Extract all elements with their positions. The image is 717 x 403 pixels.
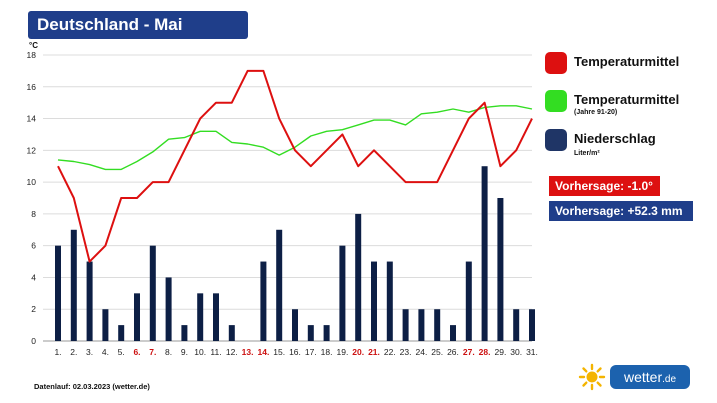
x-tick-label: 31. [526,347,538,357]
x-tick-label: 24. [415,347,427,357]
x-tick-label: 27. [463,347,475,357]
precipitation-bar [339,245,346,341]
precipitation-bar [323,325,330,341]
precipitation-bar [355,213,362,341]
x-tick-label: 8. [165,347,172,357]
precipitation-bar [149,245,156,341]
x-tick-label: 2. [70,347,77,357]
precipitation-bar [402,309,409,341]
precipitation-bar [497,198,504,341]
data-run-footer: Datenlauf: 02.03.2023 (wetter.de) [34,382,150,391]
legend-swatch-temperature-normal [545,90,567,112]
y-tick-label: 12 [27,145,37,155]
x-tick-label: 5. [118,347,125,357]
x-tick-label: 23. [400,347,412,357]
temperature-normal-line [57,105,533,171]
wetter-logo[interactable]: wetter.de [578,363,690,391]
precipitation-bar [134,293,140,341]
precipitation-bar [213,293,219,341]
sun-icon [578,363,606,391]
precipitation-bar [70,229,77,341]
x-tick-label: 3. [86,347,93,357]
y-tick-label: 18 [27,50,37,60]
precipitation-bar [55,245,61,341]
temperature-lines [57,69,533,263]
y-axis-ticks: 0 2 4 6 8 10 12 14 16 18 [27,50,37,346]
y-tick-label: 10 [27,177,37,187]
precipitation-bar [228,325,235,341]
forecast-temperature-badge: Vorhersage: -1.0° [549,176,660,196]
x-tick-label: 19. [336,347,348,357]
grid [43,54,532,342]
x-tick-label: 29. [494,347,506,357]
x-tick-label: 16. [289,347,301,357]
precipitation-bar [102,309,109,341]
legend-swatch-precipitation [545,129,567,151]
x-tick-label: 26. [447,347,459,357]
legend-sub-temperature-normal: (Jahre 91-20) [574,109,618,116]
forecast-precipitation-badge: Vorhersage: +52.3 mm [549,201,693,221]
x-tick-label: 14. [257,347,269,357]
x-tick-label: 18. [321,347,333,357]
precipitation-bar [276,229,283,341]
legend-label-temperature: Temperaturmittel [574,54,680,69]
x-tick-label: 4. [102,347,109,357]
precipitation-bar [529,309,535,341]
logo-name: wetter [623,369,663,385]
y-tick-label: 0 [31,336,36,346]
precipitation-bars [55,166,535,341]
x-tick-label: 9. [181,347,188,357]
x-tick-label: 28. [479,347,491,357]
precipitation-bar [197,293,204,341]
temperature-line [57,69,533,263]
x-tick-label: 12. [226,347,238,357]
y-tick-label: 4 [31,272,36,282]
precipitation-bar [371,261,377,341]
x-axis-ticks: 1. 2. 3. 4. 5. 6. 7. 8. 9. 10. 11. 12. 13. 14. 15. 16. 1… [54,347,537,357]
chart: 0 2 4 6 8 10 12 14 16 18 °C 1. 2. 3. 4. 5. 6. 7. 8. 9. 10.… [27,41,538,357]
chart-title: Deutschland - Mai [28,11,248,39]
legend-swatch-temperature [545,52,567,74]
precipitation-bar [450,325,456,341]
x-tick-label: 1. [54,347,61,357]
x-tick-label: 10. [194,347,206,357]
legend-label-temperature-normal: Temperaturmittel [574,92,680,107]
precipitation-bar [118,325,125,341]
precipitation-bar [292,309,298,341]
y-axis-label: °C [29,41,38,50]
x-tick-label: 7. [149,347,156,357]
precipitation-bar [260,261,267,341]
x-tick-label: 11. [210,347,221,357]
precipitation-bar [86,261,93,341]
x-tick-label: 20. [352,347,364,357]
y-tick-label: 2 [31,304,36,314]
x-tick-label: 15. [273,347,285,357]
x-tick-label: 25. [431,347,443,357]
y-tick-label: 6 [31,241,36,251]
legend-label-precipitation: Niederschlag [574,131,656,146]
precipitation-bar [481,166,488,341]
x-tick-label: 13. [242,347,254,357]
precipitation-bar [418,309,425,341]
y-tick-label: 8 [31,209,36,219]
precipitation-bar [434,309,441,341]
precipitation-bar [465,261,472,341]
legend-sub-precipitation: Liter/m² [574,150,600,157]
x-tick-label: 17. [305,347,317,357]
y-tick-label: 16 [27,82,37,92]
y-tick-label: 14 [27,114,37,124]
logo-tld: .de [662,374,677,385]
precipitation-bar [307,325,314,341]
x-tick-label: 22. [384,347,396,357]
logo-wordmark: wetter.de [610,365,690,389]
precipitation-bar [513,309,520,341]
precipitation-bar [165,277,172,341]
x-tick-label: 30. [510,347,522,357]
precipitation-bar [181,325,188,341]
x-tick-label: 21. [368,347,380,357]
x-tick-label: 6. [133,347,140,357]
precipitation-bar [386,261,393,341]
